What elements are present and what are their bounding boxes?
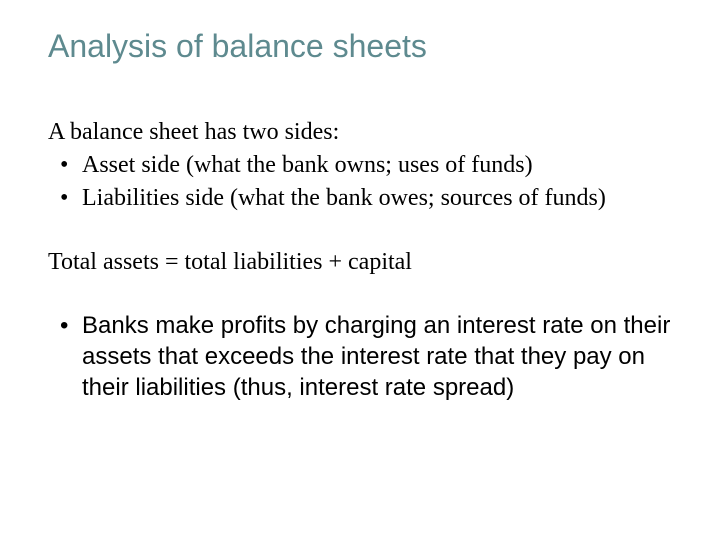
intro-text: A balance sheet has two sides: [48,117,672,148]
slide-title: Analysis of balance sheets [48,28,672,65]
profit-list: Banks make profits by charging an intere… [48,310,672,404]
bullet-liabilities: Liabilities side (what the bank owes; so… [60,183,672,214]
bullet-profit: Banks make profits by charging an intere… [60,310,672,404]
profit-section: Banks make profits by charging an intere… [48,310,672,404]
equation-text: Total assets = total liabilities + capit… [48,247,672,278]
sides-list: Asset side (what the bank owns; uses of … [48,150,672,214]
bullet-asset: Asset side (what the bank owns; uses of … [60,150,672,181]
body-section: A balance sheet has two sides: Asset sid… [48,117,672,278]
